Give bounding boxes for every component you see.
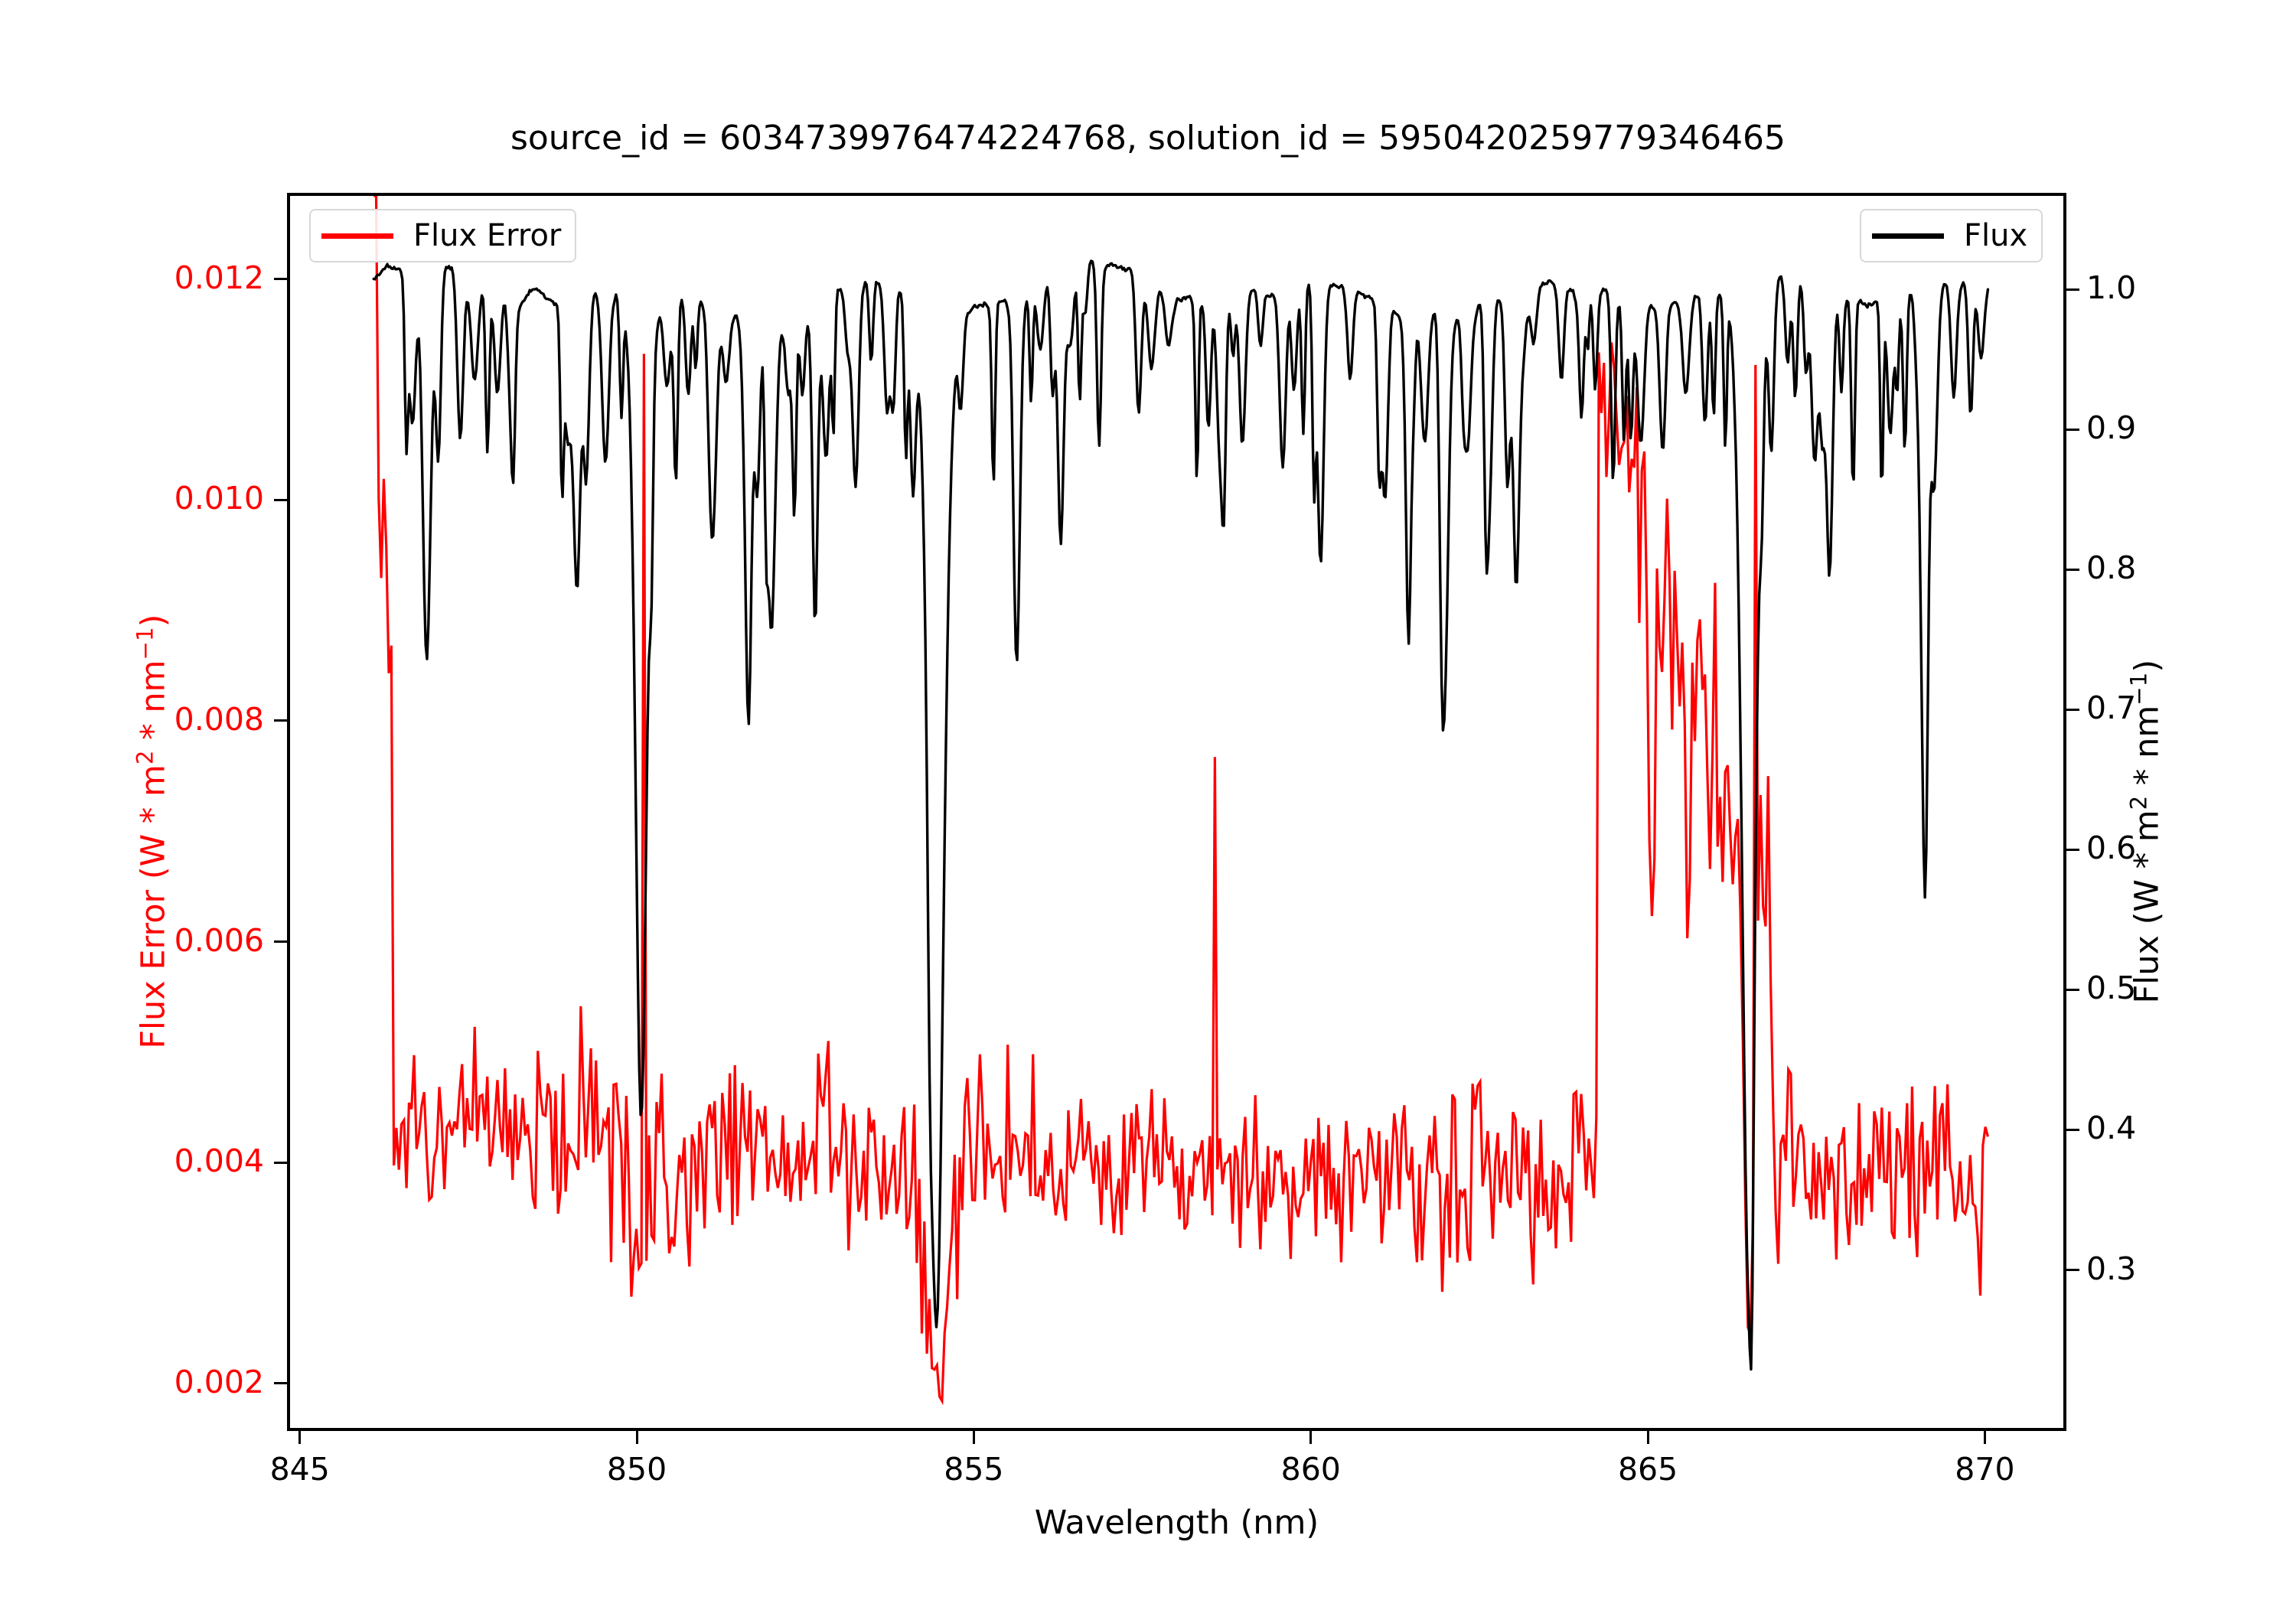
y-tick-left-3 — [274, 940, 287, 944]
y-tick-left-1 — [274, 498, 287, 501]
x-tick-label-0: 845 — [269, 1451, 330, 1488]
x-tick-4 — [1646, 1431, 1649, 1444]
y-axis-label-left-sup-2: −1 — [132, 627, 158, 660]
flux-line — [372, 259, 1990, 1371]
y-tick-left-4 — [274, 1161, 287, 1164]
x-tick-label-3: 860 — [1280, 1451, 1341, 1488]
y-tick-label-right-4: 0.6 — [2086, 830, 2137, 867]
y-axis-label-left-mid: * nm — [134, 660, 173, 751]
y-axis-label-right-sup-1: 2 — [2125, 795, 2152, 810]
x-tick-label-2: 855 — [944, 1451, 1004, 1488]
x-tick-2 — [972, 1431, 975, 1444]
legend-flux[interactable]: Flux — [1860, 209, 2043, 262]
legend-flux-error[interactable]: Flux Error — [309, 209, 577, 262]
y-tick-label-left-3: 0.006 — [174, 921, 264, 959]
flux-error-series — [373, 196, 1989, 1406]
legend-line-flux — [1872, 233, 1944, 239]
y-axis-label-right: Flux (W * m2 * nm−1) — [2125, 213, 2166, 1451]
x-tick-1 — [635, 1431, 638, 1444]
y-tick-right-3 — [2066, 708, 2079, 711]
y-axis-label-left-sup-1: 2 — [132, 750, 158, 765]
y-tick-right-2 — [2066, 568, 2079, 571]
y-tick-label-right-0: 1.0 — [2086, 269, 2137, 307]
x-tick-0 — [298, 1431, 302, 1444]
y-tick-label-right-7: 0.3 — [2086, 1250, 2137, 1287]
x-tick-5 — [1983, 1431, 1986, 1444]
plot-axes-frame — [287, 193, 2066, 1431]
legend-label-flux-error: Flux Error — [413, 218, 562, 253]
x-tick-label-5: 870 — [1955, 1451, 2015, 1488]
x-tick-label-4: 865 — [1617, 1451, 1678, 1488]
flux-series — [372, 259, 1990, 1371]
y-tick-right-5 — [2066, 988, 2079, 991]
y-tick-label-left-0: 0.012 — [174, 259, 264, 296]
chart-title: source_id = 6034739976474224768, solutio… — [510, 119, 1786, 158]
y-tick-left-0 — [274, 278, 287, 281]
y-tick-right-7 — [2066, 1269, 2079, 1271]
y-tick-label-left-4: 0.004 — [174, 1143, 264, 1180]
y-axis-label-right-sup-2: −1 — [2125, 672, 2152, 706]
x-axis-label: Wavelength (nm) — [1034, 1504, 1319, 1542]
y-tick-right-6 — [2066, 1128, 2079, 1131]
legend-line-flux-error — [321, 233, 393, 239]
y-axis-label-left-end: ) — [134, 614, 173, 627]
y-tick-label-left-5: 0.002 — [174, 1363, 264, 1400]
y-tick-label-left-1: 0.010 — [174, 480, 264, 517]
y-tick-label-right-2: 0.8 — [2086, 549, 2137, 587]
y-tick-right-1 — [2066, 428, 2079, 431]
plot-area — [372, 196, 1990, 1406]
y-tick-left-2 — [274, 719, 287, 722]
y-axis-label-left-text: Flux Error (W * m — [134, 764, 173, 1049]
x-tick-3 — [1309, 1431, 1313, 1444]
y-axis-label-right-text: Flux (W * m — [2128, 810, 2167, 1004]
y-axis-label-left: Flux Error (W * m2 * nm−1) — [132, 213, 172, 1451]
y-tick-label-right-1: 0.9 — [2086, 409, 2137, 447]
y-tick-left-5 — [274, 1382, 287, 1385]
y-tick-label-right-5: 0.5 — [2086, 970, 2137, 1007]
y-tick-label-right-3: 0.7 — [2086, 689, 2137, 727]
y-axis-label-right-mid: * nm — [2128, 705, 2167, 796]
y-tick-label-right-6: 0.4 — [2086, 1110, 2137, 1147]
y-tick-right-4 — [2066, 848, 2079, 851]
flux-error-line — [373, 196, 1989, 1406]
legend-label-flux: Flux — [1964, 218, 2028, 253]
x-tick-label-1: 850 — [606, 1451, 667, 1488]
y-tick-right-0 — [2066, 288, 2079, 291]
y-tick-label-left-2: 0.008 — [174, 700, 264, 738]
y-axis-label-right-end: ) — [2128, 659, 2167, 673]
